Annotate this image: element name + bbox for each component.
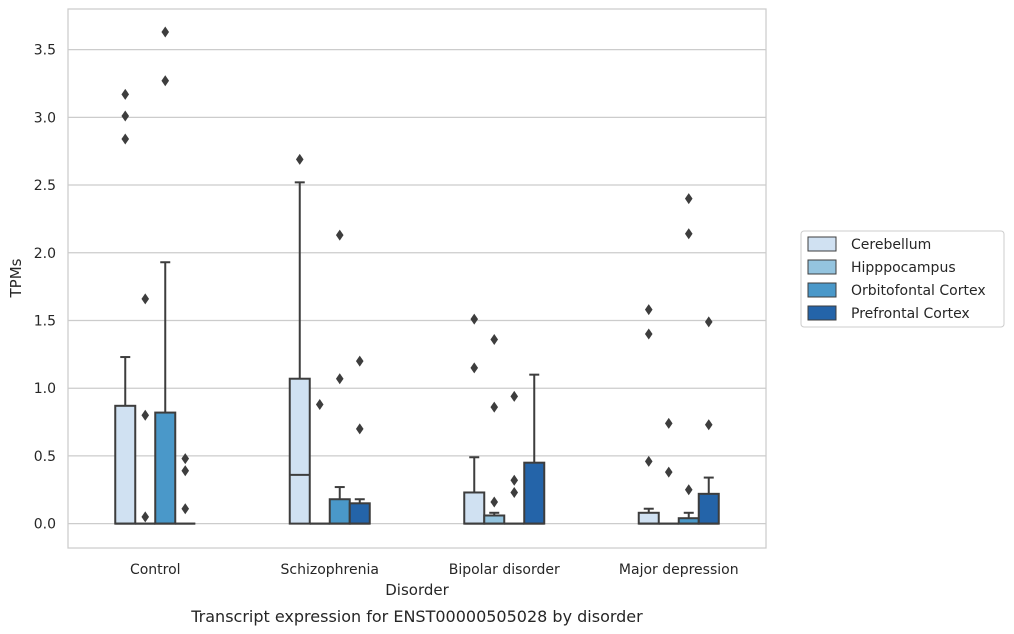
- y-tick-label: 2.5: [34, 178, 56, 194]
- y-tick-label: 0.5: [34, 449, 56, 465]
- box-group: [348, 355, 371, 525]
- outlier-point: [470, 313, 479, 325]
- x-tick-label: Major depression: [619, 562, 739, 578]
- x-tick-labels: Control Schizophrenia Bipolar disorder Majo…: [130, 562, 739, 578]
- x-axis-title: Disorder: [385, 581, 449, 599]
- box: [348, 502, 371, 525]
- box-group: [309, 398, 330, 525]
- box-group: [523, 373, 546, 525]
- legend-label: Orbitofontal Cortex: [851, 283, 986, 299]
- outlier-point: [141, 409, 150, 421]
- y-tick-label: 1.5: [34, 313, 56, 329]
- x-tick-label: Control: [130, 562, 181, 578]
- box-group: [658, 417, 679, 525]
- outlier-point: [490, 496, 499, 508]
- y-tick-label: 1.0: [34, 381, 56, 397]
- box-group: [135, 293, 156, 525]
- box-group: [637, 304, 660, 525]
- legend-label: Prefrontal Cortex: [851, 306, 970, 322]
- x-tick-label: Schizophrenia: [281, 562, 379, 578]
- y-axis-title: TPMs: [7, 258, 25, 298]
- legend-swatch: [807, 259, 837, 275]
- box-group: [175, 453, 196, 525]
- box-group: [114, 88, 137, 525]
- outlier-point: [121, 133, 130, 145]
- outlier-point: [684, 193, 693, 205]
- box: [328, 498, 351, 525]
- outlier-point: [315, 398, 324, 410]
- outlier-point: [141, 511, 150, 523]
- box: [288, 377, 311, 525]
- legend-swatch: [807, 236, 837, 252]
- y-tick-labels: 0.0 0.5 1.0 1.5 2.0 2.5 3.0 3.5: [34, 43, 56, 533]
- box: [697, 492, 720, 525]
- chart-caption: Transcript expression for ENST0000050502…: [190, 607, 643, 626]
- outlier-point: [335, 229, 344, 241]
- outlier-point: [181, 453, 190, 465]
- legend-frame: [800, 230, 1005, 328]
- outlier-point: [355, 423, 364, 435]
- outlier-point: [664, 466, 673, 478]
- box-group: [328, 229, 351, 525]
- box: [483, 514, 506, 525]
- box-group: [504, 390, 525, 525]
- outlier-point: [181, 503, 190, 515]
- box: [523, 461, 546, 525]
- legend-label: Hipppocampus: [851, 260, 956, 276]
- outlier-point: [181, 465, 190, 477]
- box-group: [463, 313, 486, 525]
- legend: Cerebellum Hipppocampus Orbitofontal Corte…: [800, 230, 1005, 328]
- outlier-point: [141, 293, 150, 305]
- outlier-point: [355, 355, 364, 367]
- y-tick-label: 0.0: [34, 517, 56, 533]
- box-group: [483, 333, 506, 525]
- y-tick-label: 3.0: [34, 110, 56, 126]
- legend-swatch: [807, 305, 837, 321]
- outlier-point: [644, 304, 653, 316]
- box: [114, 404, 137, 525]
- outlier-point: [644, 455, 653, 467]
- outlier-point: [161, 75, 170, 87]
- outlier-point: [510, 474, 519, 486]
- outlier-point: [510, 390, 519, 402]
- outlier-point: [295, 153, 304, 165]
- box: [154, 411, 177, 525]
- outlier-point: [704, 419, 713, 431]
- outlier-point: [684, 484, 693, 496]
- box-plots: [114, 26, 720, 525]
- legend-label: Cerebellum: [851, 237, 931, 253]
- box: [463, 491, 486, 525]
- outlier-point: [490, 401, 499, 413]
- box-group: [154, 26, 177, 525]
- outlier-point: [335, 373, 344, 385]
- y-tick-label: 2.0: [34, 246, 56, 262]
- outlier-point: [704, 316, 713, 328]
- y-tick-label: 3.5: [34, 43, 56, 59]
- outlier-point: [121, 110, 130, 122]
- box-group: [288, 153, 311, 525]
- outlier-point: [684, 228, 693, 240]
- outlier-point: [470, 362, 479, 374]
- outlier-point: [644, 328, 653, 340]
- x-tick-label: Bipolar disorder: [449, 562, 560, 578]
- legend-swatch: [807, 282, 837, 298]
- outlier-point: [121, 88, 130, 100]
- outlier-point: [490, 333, 499, 345]
- outlier-point: [161, 26, 170, 38]
- box-group: [697, 316, 720, 525]
- outlier-point: [664, 417, 673, 429]
- box: [637, 511, 660, 525]
- outlier-point: [510, 486, 519, 498]
